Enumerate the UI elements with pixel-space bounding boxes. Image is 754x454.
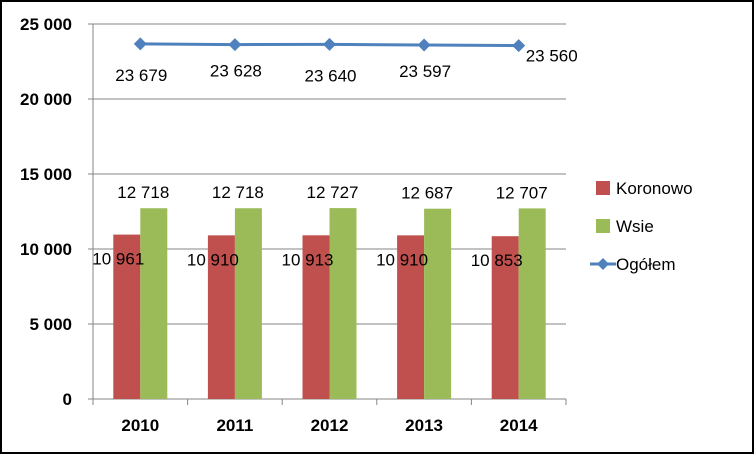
x-tick-label: 2011 (216, 416, 253, 435)
bar-wsie (518, 208, 546, 399)
data-label-ogółem: 23 597 (399, 62, 451, 81)
bar-koronowo (207, 235, 235, 399)
data-label-wsie: 12 727 (307, 183, 359, 202)
y-tick-label: 5 000 (29, 315, 72, 334)
data-label-wsie: 12 718 (117, 183, 169, 202)
y-tick-label: 25 000 (20, 15, 72, 34)
data-label-koronowo: 10 853 (471, 251, 523, 270)
bar-wsie (424, 208, 452, 399)
bar-koronowo (113, 234, 141, 399)
bar-koronowo (491, 236, 519, 399)
x-tick-label: 2013 (405, 416, 443, 435)
legend-swatch-wsie (596, 219, 610, 233)
data-label-ogółem: 23 679 (115, 66, 167, 85)
line-marker (323, 37, 336, 51)
y-tick-label: 10 000 (20, 240, 72, 259)
bar-wsie (140, 208, 168, 399)
data-label-ogółem: 23 560 (526, 47, 578, 66)
x-tick-label: 2014 (500, 416, 538, 435)
bar-wsie (234, 208, 262, 399)
data-label-wsie: 12 687 (401, 184, 453, 203)
legend-label-ogółem: Ogółem (616, 255, 676, 274)
bar-wsie (329, 208, 357, 399)
x-tick-label: 2010 (121, 416, 159, 435)
line-marker (133, 37, 147, 51)
x-tick-label: 2012 (311, 416, 349, 435)
bar-koronowo (302, 235, 330, 399)
data-label-koronowo: 10 961 (92, 250, 144, 269)
data-label-ogółem: 23 640 (305, 66, 357, 85)
y-tick-label: 20 000 (20, 90, 72, 109)
data-label-ogółem: 23 628 (210, 62, 262, 81)
y-tick-label: 15 000 (20, 165, 72, 184)
legend-swatch-koronowo (596, 181, 610, 195)
y-tick-label: 0 (63, 390, 72, 409)
line-marker (228, 38, 242, 52)
data-label-wsie: 12 707 (496, 183, 548, 202)
line-marker (512, 39, 526, 53)
legend-label-wsie: Wsie (616, 217, 654, 236)
bar-koronowo (397, 235, 425, 399)
data-label-koronowo: 10 910 (187, 250, 239, 269)
data-label-wsie: 12 718 (212, 183, 264, 202)
line-marker (417, 38, 431, 52)
data-label-koronowo: 10 910 (376, 250, 428, 269)
legend-marker (597, 258, 609, 270)
data-label-koronowo: 10 913 (282, 250, 334, 269)
legend-label-koronowo: Koronowo (616, 179, 693, 198)
